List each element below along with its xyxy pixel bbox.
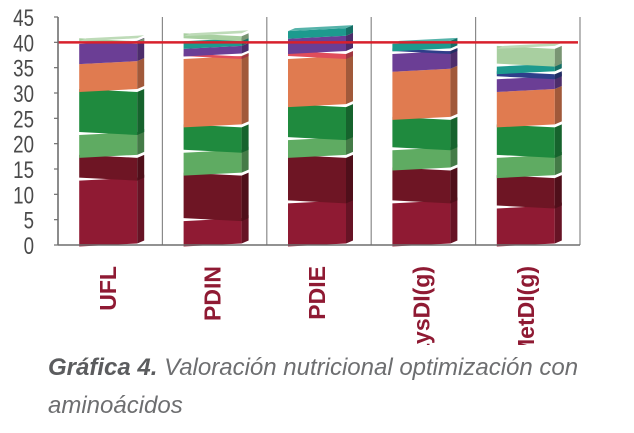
bar-segment-side	[346, 197, 353, 244]
bar-segment-side	[554, 85, 562, 125]
bar-stack	[79, 35, 145, 247]
bar-segment	[496, 88, 555, 128]
bar-segment-side	[241, 124, 249, 153]
bar-segment	[79, 177, 138, 247]
caption-label: Gráfica 4.	[48, 354, 158, 381]
bar-segment-side	[137, 58, 145, 89]
category-label: PDIE	[304, 266, 330, 320]
bar-segment	[392, 147, 451, 171]
bar-segment-side	[450, 167, 458, 204]
y-tick-label: 45	[13, 5, 34, 32]
bar-segment	[183, 56, 242, 128]
bar-stack	[183, 30, 249, 247]
bar-segment	[79, 40, 138, 65]
bar-stack	[392, 37, 458, 247]
bar-segment-side	[137, 154, 145, 181]
bar-segment-side	[137, 37, 145, 62]
bar-segment	[79, 154, 138, 181]
bar-segment	[183, 124, 242, 153]
bar-top	[496, 42, 562, 49]
bar-segment-side	[241, 53, 249, 60]
bar-segment	[183, 218, 242, 247]
bar-segment	[496, 124, 555, 158]
bar-top	[288, 25, 353, 32]
bar-segment-side	[554, 151, 562, 176]
category-label: UFL	[95, 266, 121, 311]
bar-segment-side	[554, 175, 562, 209]
bar-segment	[392, 116, 451, 151]
bar-segment	[288, 104, 346, 141]
bar-segment-side	[554, 71, 562, 80]
bar-segment	[288, 200, 346, 247]
bar-segment	[496, 63, 555, 75]
bars	[79, 25, 562, 247]
bar-stack	[288, 25, 353, 247]
y-tick-label: 25	[13, 106, 34, 133]
bar-segment	[183, 45, 242, 57]
bar-segment-side	[450, 65, 458, 117]
bar-segment-side	[450, 144, 458, 168]
bar-segment-side	[450, 48, 458, 54]
bar-segment	[496, 76, 555, 92]
bar-segment	[183, 172, 242, 222]
category-label: PDIN	[200, 266, 226, 321]
bar-segment-side	[554, 45, 562, 67]
bar-segment	[183, 149, 242, 176]
bar-segment	[79, 88, 138, 136]
bar-segment-side	[346, 50, 353, 60]
bar-segment	[496, 205, 555, 247]
bar-segment-side	[241, 42, 249, 54]
bar-segment-side	[241, 53, 249, 125]
bar-segment-side	[346, 25, 353, 36]
bar-segment	[288, 28, 346, 39]
bar-segment	[288, 35, 346, 54]
y-tick-label: 20	[13, 131, 34, 158]
bar-top	[183, 30, 249, 37]
x-axis: UFL PDIN PDIE LysDI(g) MetDI(g)	[58, 244, 580, 345]
bar-stack	[496, 42, 562, 247]
bar-segment-side	[554, 124, 562, 158]
category-label: LysDI(g)	[408, 266, 434, 345]
bar-segment-side	[450, 116, 458, 151]
bar-segment	[79, 61, 138, 92]
bar-segment	[183, 38, 242, 49]
y-tick-label: 30	[13, 81, 34, 108]
bar-segment-side	[241, 215, 249, 244]
bar-top	[79, 35, 145, 42]
category-label: MetDI(g)	[513, 266, 539, 345]
y-tick-label: 40	[13, 30, 34, 57]
bar-segment	[496, 45, 555, 67]
bar-segment	[392, 200, 451, 247]
bar-segment-side	[450, 197, 458, 244]
bar-segment	[496, 154, 555, 179]
y-tick-label: 5	[24, 207, 34, 234]
bar-segment	[392, 68, 451, 120]
bar-segment	[288, 154, 346, 204]
bar-segment-side	[346, 104, 353, 141]
bar-segment	[392, 167, 451, 204]
bar-segment-side	[241, 172, 249, 222]
bar-segment	[79, 132, 138, 158]
bar-segment-side	[241, 146, 249, 173]
bar-segment-side	[346, 53, 353, 105]
y-tick-label: 35	[13, 55, 34, 82]
bar-segment	[288, 56, 346, 108]
y-tick-label: 10	[13, 182, 34, 209]
caption-text: Valoración nutricional optimización con …	[48, 354, 579, 419]
y-tick-label: 0	[24, 233, 34, 260]
bar-segment-side	[241, 33, 249, 42]
bar-segment-side	[346, 154, 353, 204]
bar-segment	[392, 50, 451, 72]
y-tick-label: 15	[13, 157, 34, 184]
figure-caption: Gráfica 4. Valoración nutricional optimi…	[48, 349, 618, 425]
bar-segment-side	[137, 88, 145, 136]
bar-segment	[288, 137, 346, 158]
bar-segment	[496, 175, 555, 209]
bar-segment-side	[554, 202, 562, 244]
bar-segment-side	[137, 129, 145, 155]
bar-segment-side	[137, 174, 145, 244]
